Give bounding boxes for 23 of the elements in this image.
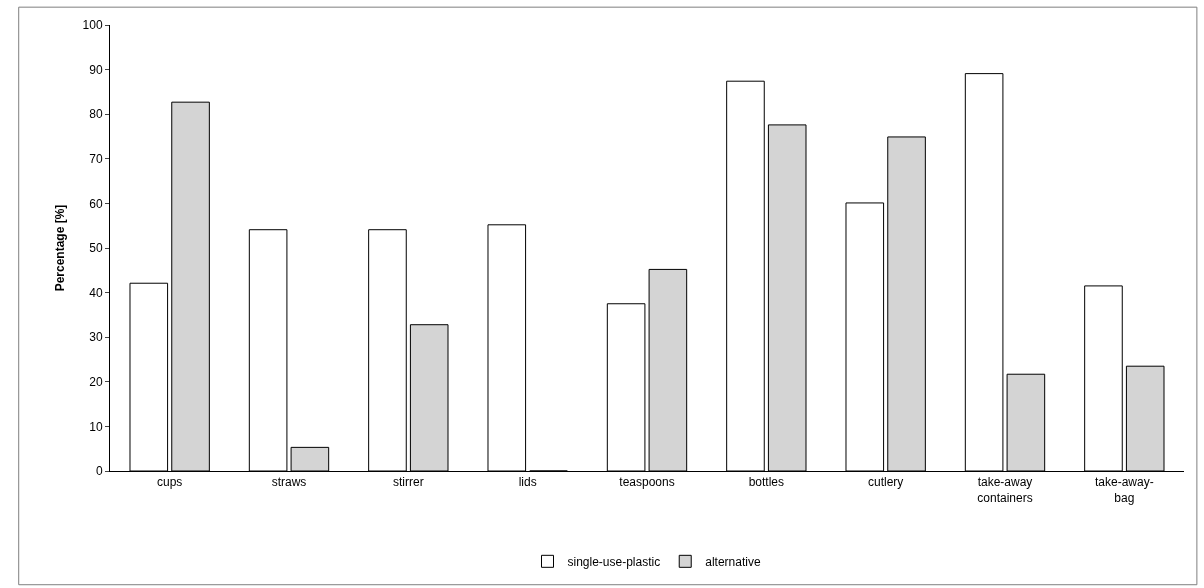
y-tick-label: 90 <box>89 62 103 77</box>
y-tick-label: 60 <box>89 196 103 211</box>
x-tick-label: bottles <box>748 475 785 490</box>
y-tick-label: 40 <box>89 285 103 300</box>
y-tick-label: 30 <box>89 330 103 345</box>
y-tick-label: 20 <box>89 375 103 389</box>
x-tick-label: teaspoons <box>619 475 675 490</box>
legend-label: single-use-plastic <box>567 555 661 569</box>
y-tick-label: 0 <box>95 464 103 479</box>
y-axis-title: Percentage [%] <box>52 204 67 292</box>
x-tick-label: stirrer <box>392 475 424 490</box>
x-tick-label: take-away containers <box>977 475 1033 505</box>
x-tick-label: take-away-bag <box>1094 475 1154 505</box>
x-tick-label: lids <box>518 475 537 490</box>
legend-label: alternative <box>705 555 761 569</box>
x-tick-label: cups <box>156 475 183 490</box>
x-tick-label: straws <box>271 475 307 490</box>
y-tick-label: 50 <box>89 241 103 256</box>
y-tick-label: 100 <box>82 18 103 33</box>
x-tick-label: cutlery <box>868 475 904 490</box>
y-tick-label: 80 <box>89 107 103 122</box>
y-tick-label: 10 <box>89 419 103 434</box>
y-tick-label: 70 <box>89 152 103 166</box>
